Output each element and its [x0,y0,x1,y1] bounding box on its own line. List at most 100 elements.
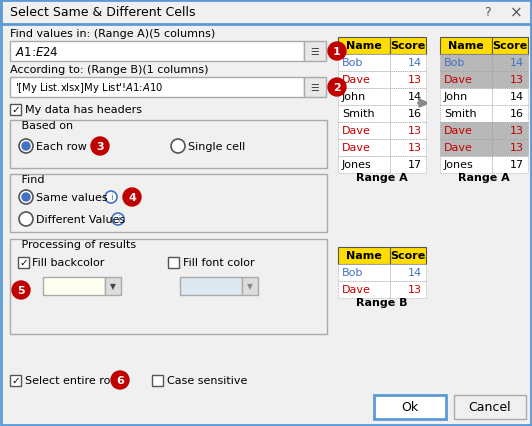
Bar [152,375,163,386]
Text: ▼: ▼ [247,282,253,291]
Bar [454,395,526,419]
Bar [10,78,304,98]
Text: 14: 14 [408,92,422,102]
Bar [440,140,492,157]
Text: Fill backcolor: Fill backcolor [32,257,104,268]
Bar [180,277,242,295]
Text: Select entire rows: Select entire rows [25,375,125,385]
Bar [492,140,528,157]
Bar [168,257,179,268]
Text: 16: 16 [510,109,524,119]
Text: Bob: Bob [444,58,466,68]
Bar [492,123,528,140]
Bar [304,42,326,62]
Text: Bob: Bob [342,268,363,277]
Bar [338,89,390,106]
Text: Dave: Dave [342,143,371,153]
Bar [390,157,426,173]
Text: $A$1:$E$24: $A$1:$E$24 [15,46,59,58]
Bar [338,72,390,89]
Text: 13: 13 [510,126,524,136]
Bar [304,78,326,98]
Circle shape [111,371,129,389]
Bar [492,89,528,106]
Circle shape [105,192,117,204]
Text: '[My List.xlsx]My List'!$A$1:$A$10: '[My List.xlsx]My List'!$A$1:$A$10 [15,81,163,95]
Text: 14: 14 [408,268,422,277]
Bar [440,72,492,89]
Circle shape [328,43,346,61]
Circle shape [19,190,33,204]
Bar [440,157,492,173]
Text: Dave: Dave [342,284,371,294]
Text: Smith: Smith [444,109,477,119]
Circle shape [19,213,33,227]
Text: 17: 17 [510,160,524,170]
Bar [440,123,492,140]
Text: Case sensitive: Case sensitive [167,375,247,385]
Bar [492,157,528,173]
Text: 17: 17 [408,160,422,170]
Text: 13: 13 [408,284,422,294]
Text: Name: Name [346,250,382,260]
Text: 3: 3 [96,142,104,152]
Bar [390,265,426,281]
Text: Jones: Jones [444,160,474,170]
Text: 14: 14 [510,58,524,68]
Bar [390,38,426,55]
Bar [440,55,492,72]
Bar [390,140,426,157]
Text: Select Same & Different Cells: Select Same & Different Cells [10,6,195,20]
Text: Based on: Based on [18,121,77,131]
Bar [390,55,426,72]
Text: Processing of results: Processing of results [18,239,139,249]
Text: 13: 13 [510,75,524,85]
Text: Dave: Dave [444,126,473,136]
Text: Single cell: Single cell [188,142,245,152]
Circle shape [22,193,30,201]
Bar [440,89,492,106]
Text: Ok: Ok [402,400,419,414]
Bar [390,123,426,140]
Text: Name: Name [346,41,382,51]
Bar [492,72,528,89]
Text: Fill font color: Fill font color [183,257,255,268]
Bar [338,157,390,173]
Text: Bob: Bob [342,58,363,68]
Text: ✓: ✓ [20,258,28,268]
Bar [1,1,531,25]
Circle shape [123,189,141,207]
Bar [338,123,390,140]
Text: 16: 16 [408,109,422,119]
Bar [338,248,390,265]
Bar [338,265,390,281]
Bar [10,175,327,233]
Bar [492,38,528,55]
Text: 5: 5 [17,285,25,295]
Bar [334,32,526,383]
Bar [10,239,327,334]
Bar [10,105,21,116]
Text: Dave: Dave [342,126,371,136]
Text: i: i [117,215,119,224]
Bar [242,277,258,295]
Text: Find: Find [18,175,48,184]
Text: According to: (Range B)(1 columns): According to: (Range B)(1 columns) [10,65,209,75]
Bar [10,121,327,169]
Bar [374,395,446,419]
Circle shape [112,213,124,225]
Text: ✓: ✓ [12,376,20,386]
Bar [492,55,528,72]
Bar [43,277,105,295]
Text: 14: 14 [408,58,422,68]
Text: ☰: ☰ [311,47,319,57]
Text: ▼: ▼ [110,282,116,291]
Circle shape [328,79,346,97]
Circle shape [12,281,30,299]
Bar [492,106,528,123]
Text: 13: 13 [408,75,422,85]
Text: 13: 13 [510,143,524,153]
Text: Range A: Range A [458,173,510,183]
Text: 13: 13 [408,143,422,153]
Text: ?: ? [484,6,491,20]
